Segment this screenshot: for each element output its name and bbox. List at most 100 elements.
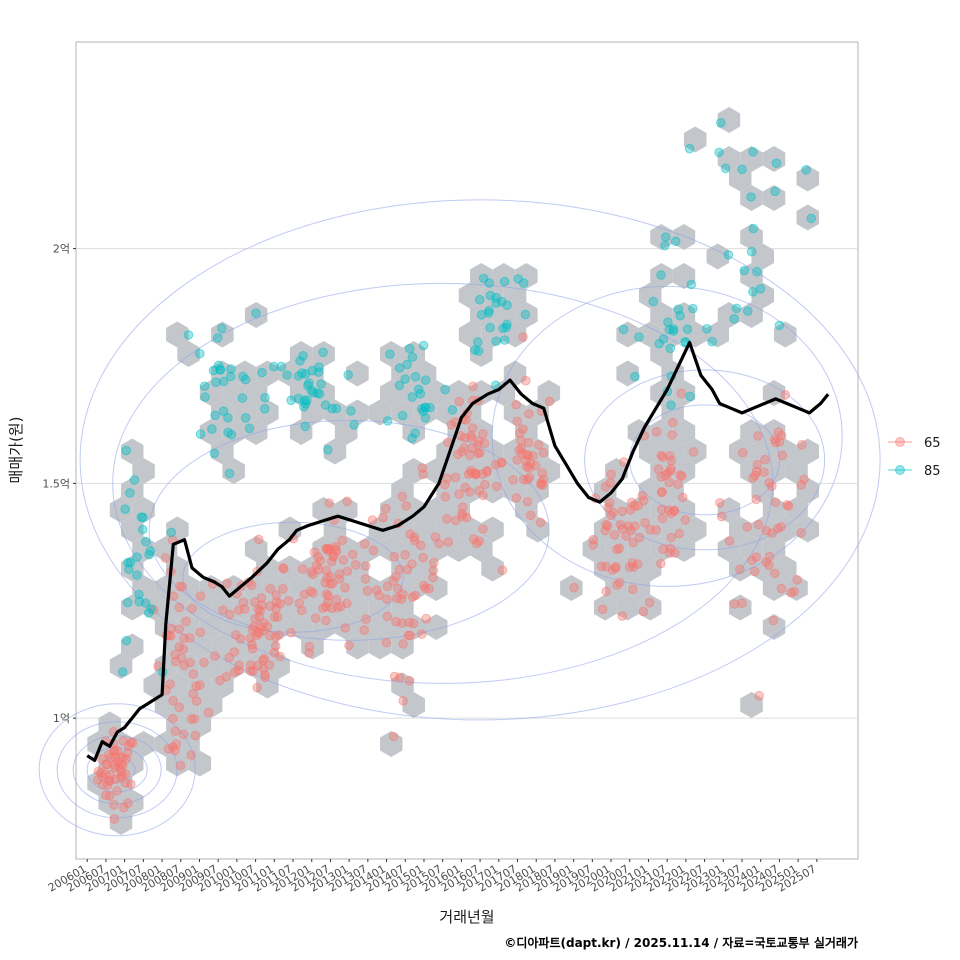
point-85: [124, 564, 134, 575]
point-85: [702, 324, 712, 334]
point-65: [474, 485, 484, 496]
point-65: [653, 464, 664, 474]
hex-cell: [627, 536, 651, 562]
point-65: [264, 660, 275, 670]
point-85: [618, 324, 629, 335]
point-65: [190, 730, 201, 741]
point-85: [299, 395, 310, 406]
hex-cell: [391, 477, 414, 504]
point-65: [630, 521, 640, 531]
point-85: [410, 428, 420, 438]
point-65: [270, 641, 281, 651]
hex-cell: [121, 633, 144, 660]
point-85: [226, 364, 236, 374]
trend-line-layer: [86, 340, 830, 762]
density-contours: [38, 199, 881, 837]
point-65: [657, 513, 668, 524]
point-65: [634, 532, 645, 543]
hex-cell: [740, 536, 763, 562]
point-65: [382, 611, 393, 622]
point-85: [664, 324, 675, 335]
point-65: [404, 675, 415, 686]
point-85: [739, 265, 750, 276]
point-65: [367, 515, 378, 525]
point-65: [651, 427, 662, 437]
point-65: [368, 545, 379, 556]
point-65: [229, 667, 240, 677]
hex-cell: [683, 516, 707, 543]
point-65: [440, 492, 451, 502]
hex-cell: [447, 458, 470, 484]
point-65: [792, 575, 802, 585]
point-85: [382, 416, 393, 426]
hex-cell: [458, 321, 482, 348]
hex-cell: [256, 360, 279, 387]
point-65: [320, 578, 331, 588]
hex-cell: [458, 477, 482, 504]
point-65: [460, 482, 471, 493]
point-65: [518, 474, 529, 485]
point-65: [119, 802, 129, 813]
point-65: [174, 602, 185, 613]
hex-cell: [638, 555, 662, 582]
point-65: [640, 518, 650, 528]
point-65: [428, 572, 438, 583]
point-65: [770, 497, 781, 508]
point-85: [407, 352, 418, 362]
point-65: [388, 731, 399, 742]
point-85: [491, 298, 501, 308]
point-65: [515, 428, 525, 438]
hex-cell: [481, 321, 504, 348]
hex-cell: [762, 614, 786, 640]
point-85: [385, 349, 395, 360]
point-65: [283, 596, 294, 606]
point-65: [174, 624, 185, 635]
point-65: [621, 531, 632, 541]
point-85: [402, 359, 412, 370]
point-85: [474, 294, 485, 305]
point-65: [271, 603, 281, 614]
point-65: [186, 750, 197, 760]
hex-cell: [515, 302, 538, 328]
point-85: [397, 410, 408, 421]
point-85: [684, 143, 695, 154]
hex-cell: [762, 575, 786, 601]
point-65: [530, 460, 541, 471]
hex-cell: [199, 692, 223, 718]
density-contour: [38, 703, 196, 837]
point-65: [603, 502, 613, 513]
point-65: [248, 666, 258, 676]
hex-cell: [706, 321, 729, 348]
point-65: [446, 419, 457, 430]
point-85: [476, 310, 487, 320]
point-65: [657, 452, 668, 462]
hex-cell: [233, 360, 257, 387]
point-65: [617, 506, 628, 517]
point-65: [187, 603, 197, 614]
point-65: [459, 443, 469, 453]
point-65: [767, 481, 777, 492]
point-65: [454, 489, 464, 499]
point-85: [223, 427, 233, 438]
density-contour: [182, 521, 404, 633]
hex-cell: [98, 711, 121, 738]
point-65: [112, 745, 122, 756]
point-65: [174, 642, 185, 652]
point-65: [170, 726, 181, 737]
point-65: [468, 381, 478, 392]
point-65: [538, 447, 549, 458]
point-85: [316, 379, 326, 389]
point-85: [801, 165, 811, 175]
point-85: [501, 322, 512, 333]
point-65: [110, 752, 121, 763]
point-65: [359, 625, 370, 635]
point-85: [134, 589, 144, 600]
point-85: [122, 597, 133, 608]
point-65: [126, 779, 136, 790]
hex-cell: [413, 399, 437, 426]
density-contour: [584, 369, 826, 551]
hex-cell: [177, 731, 200, 757]
point-65: [537, 480, 548, 490]
point-85: [304, 378, 314, 388]
point-65: [753, 431, 763, 441]
